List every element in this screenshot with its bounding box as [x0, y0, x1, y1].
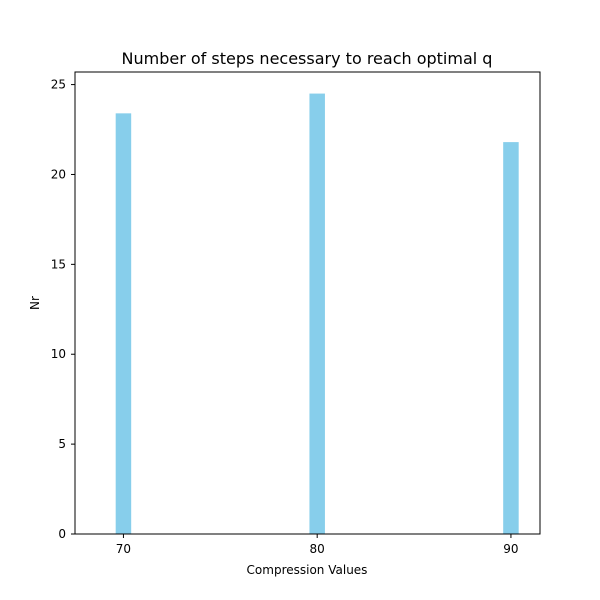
x-axis-label: Compression Values — [247, 563, 368, 577]
y-tick-label-10: 10 — [51, 347, 66, 361]
y-tick-label-0: 0 — [58, 527, 66, 541]
x-tick-label-90: 90 — [503, 542, 518, 556]
bar-80 — [309, 93, 325, 534]
y-tick-label-20: 20 — [51, 167, 66, 181]
x-tick-label-70: 70 — [116, 542, 131, 556]
bar-90 — [503, 142, 519, 534]
y-tick-label-25: 25 — [51, 78, 66, 92]
y-axis-ticks: 0 5 10 15 20 25 — [51, 78, 75, 541]
plot-frame — [74, 71, 541, 535]
x-tick-label-80: 80 — [310, 542, 325, 556]
bar-70 — [115, 113, 132, 534]
y-axis-label: Nr — [28, 296, 42, 310]
y-tick-label-5: 5 — [58, 437, 66, 451]
chart-title: Number of steps necessary to reach optim… — [122, 49, 493, 68]
y-tick-label-15: 15 — [51, 257, 66, 271]
bars-group — [115, 93, 519, 534]
x-axis-ticks: 70 80 90 — [116, 534, 519, 556]
